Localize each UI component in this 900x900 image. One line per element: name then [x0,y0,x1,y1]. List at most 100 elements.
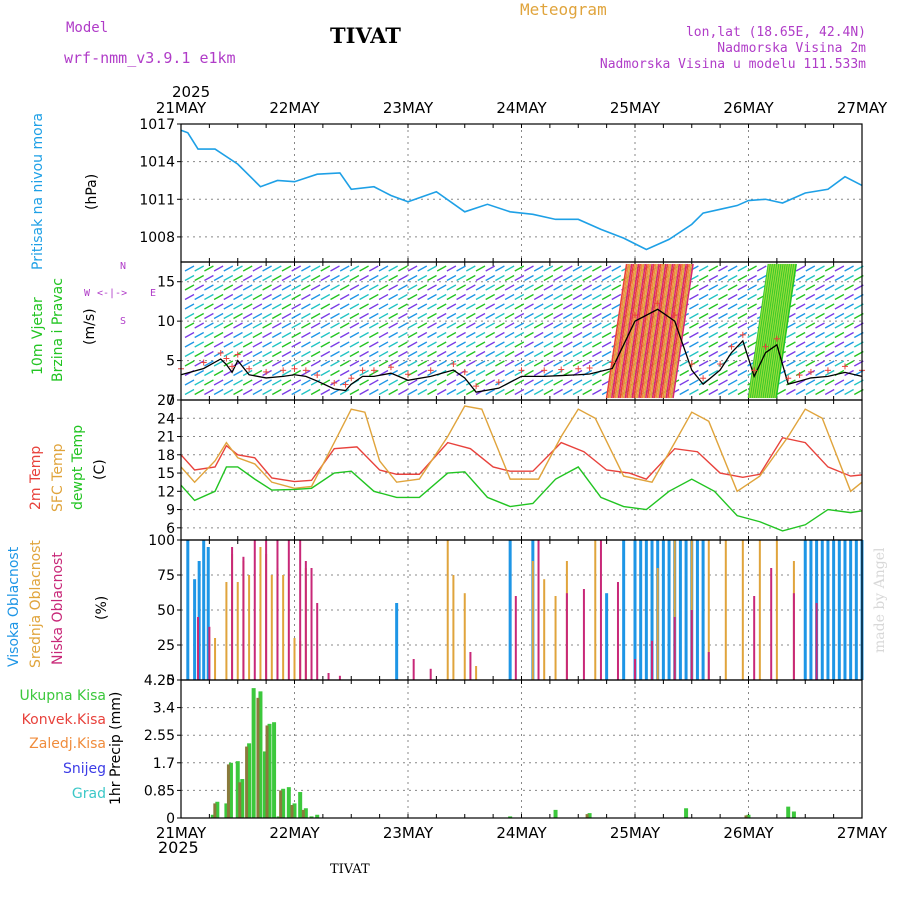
wind-barb [582,284,593,291]
low-cloud-bar [815,603,818,680]
total-precip-bar [228,762,233,818]
wind-barb [795,388,806,396]
wind-barb [271,341,282,348]
wind-barb [330,265,340,272]
wind-barb [281,303,292,310]
wind-barb [698,341,709,348]
wind-barb [407,312,418,320]
wind-barb [824,388,835,396]
wind-barb [310,379,321,386]
x-day-label-bottom: 23MAY [383,824,434,842]
wind-barb [252,293,263,301]
wind-barb [495,360,505,367]
wind-barb [301,379,311,386]
wind-barb [398,265,408,272]
high-cloud-bar [820,540,824,680]
wind-barb [504,341,515,348]
wind-barb [514,331,525,339]
wind-barb [281,369,292,377]
wind-barb [213,284,224,291]
x-day-label-bottom: 25MAY [610,824,661,842]
wind-gust-streak [670,263,693,399]
wind-barb [805,265,816,272]
wind-barb [204,265,214,272]
mid-cloud-bar [214,638,217,680]
wind-barb [475,331,486,339]
wind-gust-streak [617,263,640,399]
wind-barb [446,303,457,310]
wind-barb [417,265,428,272]
wind-barb [465,369,476,377]
high-cloud-bar [826,540,830,680]
wind-barb [543,265,554,272]
wind-barb [504,265,515,272]
low-cloud-bar [299,540,302,680]
wind-barb [242,312,253,320]
wind-barb [194,303,205,310]
wind-barb [824,265,835,272]
wind-barb [378,341,389,348]
wind-barb [514,379,525,386]
wind-barb [718,369,728,377]
wind-barb [223,303,234,310]
wind-barb [242,388,253,396]
wind-barb [834,379,845,386]
x-day-label-top: 24MAY [496,99,547,117]
wind-barb [795,265,806,272]
wind-barb [514,265,525,272]
wind-barb [562,284,573,291]
wind-barb [815,274,825,282]
wind-gust-streak [638,263,660,399]
wind-barb [465,360,476,367]
wind-barb [456,388,466,396]
wind-barb [242,331,253,339]
wind-gust-streak [634,263,657,399]
wind-barb [204,322,214,329]
wind-barb [388,341,399,348]
wind-barb [359,360,369,367]
wind-barb [834,341,845,348]
wind-barb [407,350,418,358]
wind-barb [475,274,486,282]
wind-barb [582,303,593,310]
wind-barb [727,265,738,272]
wind-barb [213,265,224,272]
x-day-label-top: 22MAY [269,99,320,117]
wind-barb [291,350,302,358]
compass-e: E [150,288,157,299]
wind-barb [320,369,331,377]
wind-barb [708,350,719,358]
wind-barb [252,265,263,272]
wind-barb [320,265,331,272]
wind-barb [562,369,573,377]
wind-barb [582,274,593,282]
wind-barb [398,303,408,310]
wind-barb [271,312,282,320]
wind-barb [533,265,544,272]
wind-barb [407,388,418,396]
wind-barb [592,350,602,358]
wind-barb [708,312,719,320]
low-cloud-bar [753,596,756,680]
wind-barb [592,312,602,320]
wind-barb [310,388,321,396]
wind-barb [368,312,379,320]
wind-barb [805,284,816,291]
wind-barb [427,341,437,348]
wind-barb [737,369,748,377]
wind-barb [737,341,748,348]
wind-gust-streak [660,263,682,399]
wind-barb [611,303,622,310]
wind-barb [456,293,466,301]
wind-barb [485,274,496,282]
wind-barb [465,274,476,282]
wind-gust-streak [658,263,681,399]
wind-barb [456,284,466,291]
wind-barb [572,274,583,282]
wind-barb [844,274,854,282]
wind-barb [562,303,573,310]
y-tick-label: 100 [148,533,175,549]
total-precip-bar [315,814,320,818]
wind-barb [242,265,253,272]
